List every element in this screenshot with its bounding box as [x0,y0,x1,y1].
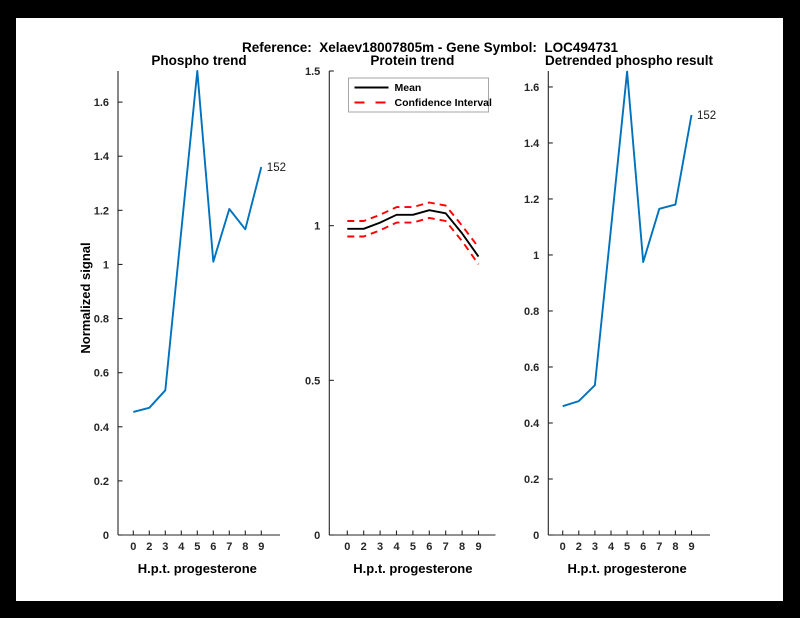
x-tick-label: 3 [377,541,383,553]
y-tick-label: 0.2 [94,476,109,488]
y-tick-label: 1 [533,250,539,262]
x-tick-label: 3 [592,541,598,553]
x-tick-label: 9 [258,541,264,553]
y-tick-label: 1.6 [94,97,109,109]
subplot-title: Protein trend [370,53,454,68]
x-tick-label: 5 [410,541,416,553]
matlab-figure-canvas: Reference: Xelaev18007805m - Gene Symbol… [16,18,783,601]
x-tick-label: 6 [640,541,646,553]
y-tick-label: 1.2 [94,205,109,217]
x-axis-label: H.p.t. progesterone [138,561,257,576]
x-tick-label: 7 [226,541,232,553]
x-axis-label: H.p.t. progesterone [353,561,472,576]
x-tick-label: 4 [608,541,615,553]
legend-entry-label: Mean [395,82,422,94]
y-tick-label: 0 [103,530,109,542]
y-tick-label: 1.5 [305,66,320,78]
x-tick-label: 2 [146,541,152,553]
subplot-title: Detrended phospho result [545,53,714,68]
x-tick-label: 7 [443,541,449,553]
subplot-1: 00.20.40.60.811.21.41.60 2 3 4 5 6 7 8 9Phospho … [78,53,286,576]
subplot-title: Phospho trend [151,53,246,68]
y-tick-label: 1.4 [94,151,110,163]
x-tick-label: 2 [576,541,582,553]
legend-border [348,77,489,113]
figure-suptitle: Reference: Xelaev18007805m - Gene Symbol… [242,40,618,55]
y-tick-label: 0.6 [524,362,539,374]
series-line-mean [347,209,480,258]
x-tick-label: 0 [560,541,566,553]
series-line-ci-upper [347,201,480,248]
x-tick-label: 9 [688,541,694,553]
y-tick-label: 1.6 [524,82,539,94]
x-tick-label: 8 [672,541,678,553]
x-tick-label: 0 [344,541,350,553]
y-tick-label: 0.4 [94,422,110,434]
x-axis-label: H.p.t. progesterone [568,561,687,576]
series-line-detrended-phospho-signal [562,70,693,408]
y-tick-label: 0 [533,530,539,542]
y-tick-label: 0.5 [305,375,320,387]
x-tick-label: 0 [130,541,136,553]
y-tick-label: 0 [314,530,320,542]
datapoint-annotation: 152 [697,110,716,122]
legend-box: Mean Confidence Interval [348,77,493,113]
series-line-ci-lower [347,216,480,265]
x-tick-label: 3 [162,541,168,553]
y-tick-label: 1 [103,259,109,271]
legend-entry-label: Confidence Interval [395,97,493,109]
y-tick-label: 1.4 [524,138,540,150]
x-tick-label: 6 [426,541,432,553]
y-tick-label: 0.2 [524,474,539,486]
y-tick-label: 0.8 [94,314,109,326]
y-axis-label: Normalized signal [78,242,93,353]
x-tick-label: 8 [242,541,248,553]
y-tick-label: 0.4 [524,418,540,430]
x-tick-label: 4 [178,541,185,553]
x-tick-label: 7 [656,541,662,553]
y-tick-label: 0.8 [524,306,539,318]
x-tick-label: 9 [475,541,481,553]
x-tick-label: 5 [194,541,200,553]
series-line-phospho-signal [133,70,263,413]
x-tick-label: 2 [361,541,367,553]
x-tick-label: 6 [210,541,216,553]
x-tick-label: 4 [393,541,400,553]
y-tick-label: 1.2 [524,194,539,206]
y-tick-label: 1 [314,221,320,233]
y-tick-label: 0.6 [94,368,109,380]
x-tick-label: 5 [624,541,630,553]
subplot-3: 00.20.40.60.811.21.41.60 2 3 4 5 6 7 8 9Detrende… [524,53,716,576]
datapoint-annotation: 152 [267,162,286,174]
x-tick-label: 8 [459,541,465,553]
